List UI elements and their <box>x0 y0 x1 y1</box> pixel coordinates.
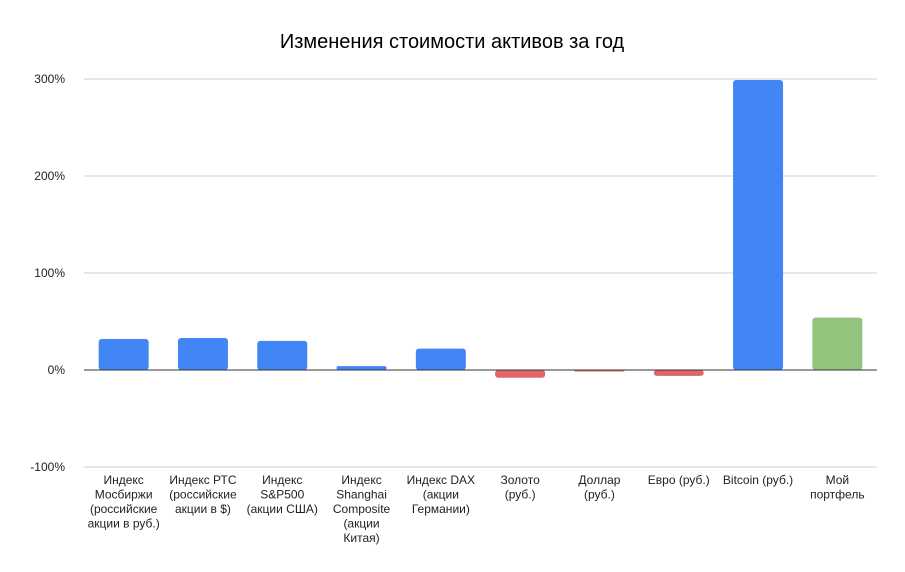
bar <box>177 337 228 370</box>
x-category-label: Доллар (руб.) <box>578 473 620 502</box>
x-category-label: Евро (руб.) <box>648 473 710 487</box>
x-category-label: Индекс S&P500 (акции США) <box>247 473 318 516</box>
bar <box>415 348 466 370</box>
bar <box>257 340 308 370</box>
x-category-label: Индекс Мосбиржи (российские акции в руб.) <box>88 473 160 531</box>
x-category-label: Bitcoin (руб.) <box>723 473 793 487</box>
x-category-label: Индекс Shanghai Composite (акции Китая) <box>333 473 391 545</box>
y-tick-label: 0% <box>48 363 66 377</box>
bar <box>733 79 784 370</box>
y-tick-label: -100% <box>30 460 65 474</box>
y-tick-label: 100% <box>34 266 65 280</box>
y-tick-label: 300% <box>34 72 65 86</box>
bar <box>98 338 149 370</box>
x-category-label: Золото (руб.) <box>501 473 541 502</box>
x-category-label: Мой портфель <box>810 473 864 502</box>
chart-title: Изменения стоимости активов за год <box>280 31 625 53</box>
x-category-label: Индекс DAX (акции Германии) <box>407 473 475 516</box>
y-tick-label: 200% <box>34 169 65 183</box>
x-axis-category-labels: Индекс Мосбиржи (российские акции в руб.)Ин… <box>88 473 865 545</box>
bar <box>336 366 387 370</box>
bars <box>98 79 863 378</box>
bar <box>812 317 863 370</box>
x-category-label: Индекс РТС (российские акции в $) <box>169 473 237 516</box>
bar <box>653 370 704 376</box>
y-axis-tick-labels: -100% 0% 100% 200% 300% <box>30 72 65 474</box>
bar <box>495 370 546 378</box>
